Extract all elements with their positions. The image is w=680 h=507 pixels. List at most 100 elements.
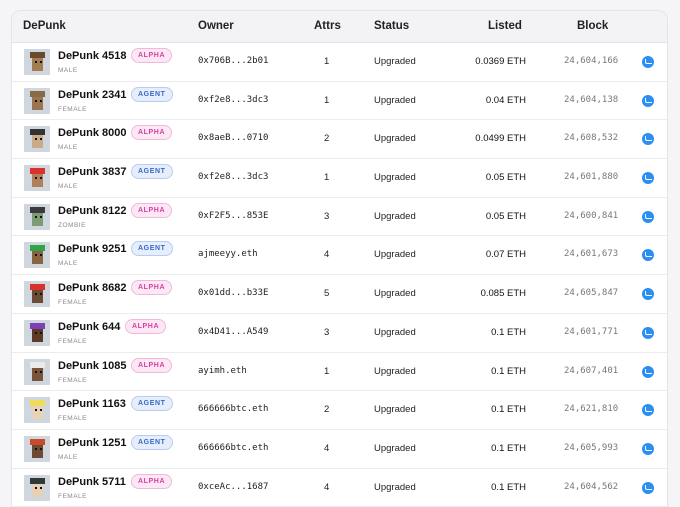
block-number: 24,601,673	[564, 249, 619, 260]
owner-address[interactable]: ayimh.eth	[198, 365, 247, 376]
table-row[interactable]: DePunk 1163 AGENT FEMALE 666666btc.eth 2…	[12, 391, 667, 430]
punk-name[interactable]: DePunk 644	[58, 320, 121, 333]
owner-address[interactable]: 0x01dd...b33E	[198, 288, 269, 299]
view-link-icon[interactable]	[642, 365, 654, 378]
status-value: Upgraded	[374, 442, 416, 454]
view-link-icon[interactable]	[642, 210, 654, 223]
view-link-icon[interactable]	[642, 442, 654, 455]
table-row[interactable]: DePunk 8122 ALPHA ZOMBIE 0xF2F5...853E 3…	[12, 198, 667, 237]
punk-name[interactable]: DePunk 8000	[58, 127, 127, 140]
owner-address[interactable]: 0xf2e8...3dc3	[198, 94, 269, 105]
view-link-icon[interactable]	[642, 288, 654, 301]
punk-name[interactable]: DePunk 5711	[58, 475, 126, 488]
punk-avatar[interactable]	[24, 242, 50, 269]
owner-address[interactable]: 0xf2e8...3dc3	[198, 172, 269, 183]
punk-avatar[interactable]	[24, 319, 50, 346]
role-badge: AGENT	[131, 164, 173, 180]
view-link-icon[interactable]	[642, 404, 654, 417]
role-badge: ALPHA	[131, 357, 173, 373]
owner-address[interactable]: 0xceAc...1687	[198, 481, 269, 492]
punk-name[interactable]: DePunk 9251	[58, 243, 127, 256]
table-row[interactable]: DePunk 2341 AGENT FEMALE 0xf2e8...3dc3 1…	[12, 82, 667, 121]
listed-price: 0.05 ETH	[485, 210, 526, 222]
punk-name[interactable]: DePunk 8122	[58, 204, 127, 217]
attrs-count: 1	[324, 172, 330, 184]
punk-avatar[interactable]	[24, 397, 50, 424]
listed-price: 0.0369 ETH	[475, 56, 526, 67]
view-link-icon[interactable]	[642, 172, 654, 185]
role-badge: ALPHA	[131, 48, 173, 63]
view-link-icon[interactable]	[642, 94, 654, 107]
owner-address[interactable]: 666666btc.eth	[198, 442, 269, 453]
punk-type-label: ZOMBIE	[58, 221, 86, 229]
punk-avatar[interactable]	[24, 281, 50, 308]
block-number: 24,604,562	[564, 481, 619, 492]
attrs-count: 3	[324, 210, 330, 222]
punk-type-label: MALE	[58, 67, 78, 74]
punk-name[interactable]: DePunk 2341	[58, 88, 127, 101]
block-number: 24,601,880	[564, 172, 619, 183]
column-header-block[interactable]: Block	[577, 20, 609, 32]
table-row[interactable]: DePunk 8682 ALPHA FEMALE 0x01dd...b33E 5…	[12, 275, 667, 314]
table-row[interactable]: DePunk 1085 ALPHA FEMALE ayimh.eth 1 Upg…	[12, 353, 667, 392]
owner-address[interactable]: 0x706B...2b01	[198, 56, 269, 66]
punk-type-label: FEMALE	[58, 105, 88, 113]
punks-table: DePunk Owner Attrs Status Listed Block D…	[11, 10, 668, 507]
column-header-owner[interactable]: Owner	[198, 20, 234, 32]
owner-address[interactable]: 0x4D41...A549	[198, 326, 269, 337]
listed-price: 0.1 ETH	[491, 481, 526, 493]
owner-address[interactable]: ajmeeyy.eth	[198, 249, 258, 260]
table-row[interactable]: DePunk 644 ALPHA FEMALE 0x4D41...A549 3 …	[12, 314, 667, 353]
punk-name[interactable]: DePunk 1163	[58, 398, 126, 411]
punk-avatar[interactable]	[24, 49, 50, 75]
punk-avatar[interactable]	[24, 165, 50, 192]
punk-name[interactable]: DePunk 3837	[58, 166, 127, 179]
punk-type-label: FEMALE	[58, 415, 88, 423]
view-link-icon[interactable]	[642, 56, 654, 68]
column-header-listed[interactable]: Listed	[488, 20, 522, 32]
table-row[interactable]: DePunk 3837 AGENT MALE 0xf2e8...3dc3 1 U…	[12, 159, 667, 198]
punk-name[interactable]: DePunk 1085	[58, 359, 127, 372]
punk-name[interactable]: DePunk 4518	[58, 50, 127, 62]
table-row[interactable]: DePunk 8000 ALPHA MALE 0x8aeB...0710 2 U…	[12, 120, 667, 160]
punk-avatar[interactable]	[24, 435, 50, 462]
punk-name[interactable]: DePunk 8682	[58, 282, 127, 295]
column-header-attrs[interactable]: Attrs	[314, 20, 341, 32]
table-row[interactable]: DePunk 1251 AGENT MALE 666666btc.eth 4 U…	[12, 430, 667, 469]
owner-address[interactable]: 0x8aeB...0710	[198, 133, 269, 144]
view-link-icon[interactable]	[642, 326, 654, 339]
punk-type-label: MALE	[58, 453, 78, 461]
view-link-icon[interactable]	[642, 481, 654, 494]
punk-type-label: FEMALE	[58, 299, 88, 307]
punk-avatar[interactable]	[24, 474, 50, 501]
attrs-count: 3	[324, 326, 330, 338]
punk-avatar[interactable]	[24, 358, 50, 385]
status-value: Upgraded	[374, 288, 416, 300]
role-badge: ALPHA	[131, 473, 173, 489]
view-link-icon[interactable]	[642, 133, 654, 146]
attrs-count: 2	[324, 133, 330, 145]
attrs-count: 1	[324, 56, 330, 67]
table-row[interactable]: DePunk 9251 AGENT MALE ajmeeyy.eth 4 Upg…	[12, 236, 667, 276]
punk-type-label: FEMALE	[58, 337, 88, 345]
block-number: 24,604,138	[564, 94, 619, 105]
column-header-status[interactable]: Status	[374, 20, 410, 32]
punk-avatar[interactable]	[24, 87, 50, 114]
column-header-depunk[interactable]: DePunk	[23, 20, 66, 32]
role-badge: AGENT	[131, 396, 173, 412]
view-link-icon[interactable]	[642, 249, 654, 262]
punk-name[interactable]: DePunk 1251	[58, 436, 127, 449]
owner-address[interactable]: 0xF2F5...853E	[198, 210, 269, 221]
owner-address[interactable]: 666666btc.eth	[198, 404, 269, 415]
block-number: 24,621,810	[564, 404, 619, 415]
punk-avatar[interactable]	[24, 126, 50, 153]
punk-type-label: MALE	[58, 144, 78, 152]
punk-type-label: MALE	[58, 183, 78, 191]
block-number: 24,605,847	[564, 288, 619, 299]
role-badge: ALPHA	[131, 202, 173, 218]
status-value: Upgraded	[374, 404, 416, 416]
table-row[interactable]: DePunk 5711 ALPHA FEMALE 0xceAc...1687 4…	[12, 469, 667, 507]
punk-avatar[interactable]	[24, 203, 50, 230]
table-row[interactable]: DePunk 4518 ALPHA MALE 0x706B...2b01 1 U…	[12, 43, 667, 82]
role-badge: ALPHA	[131, 280, 173, 296]
